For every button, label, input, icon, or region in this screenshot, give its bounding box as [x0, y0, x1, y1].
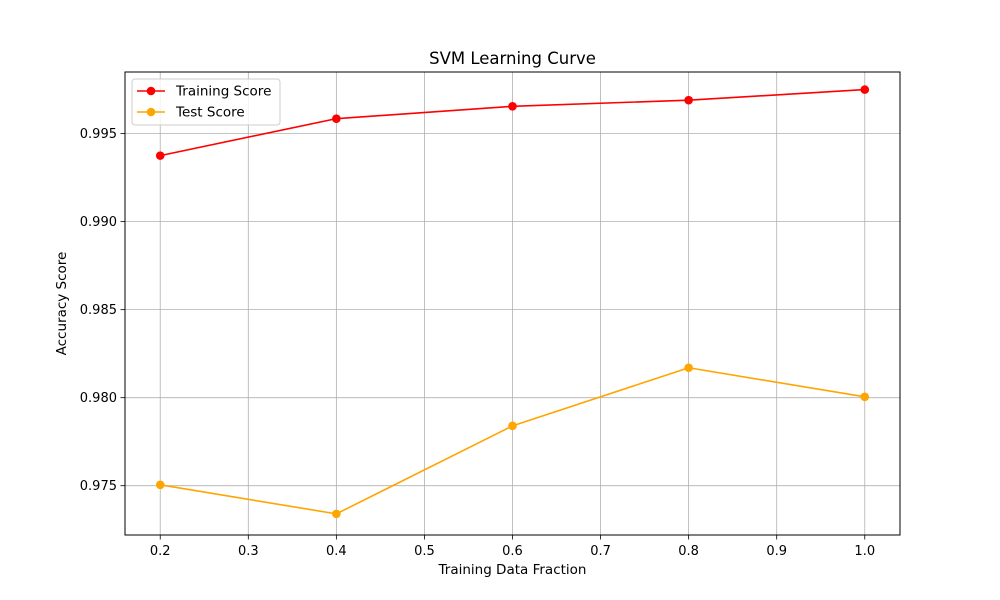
- y-tick-label: 0.975: [80, 479, 117, 494]
- test-score-point: [155, 480, 165, 490]
- series-lines: [155, 85, 870, 519]
- x-tick-label: 0.8: [678, 544, 699, 559]
- y-tick-label: 0.985: [80, 303, 117, 318]
- x-tick-label: 0.9: [766, 544, 787, 559]
- x-tick-label: 0.5: [414, 544, 435, 559]
- x-tick-label: 0.3: [238, 544, 259, 559]
- x-tick-label: 1.0: [854, 544, 875, 559]
- training-score-point: [860, 85, 870, 94]
- chart-title: SVM Learning Curve: [429, 49, 596, 68]
- test-score-point: [508, 421, 517, 431]
- axis-ticks: 0.2 0.3 0.4 0.5 0.6 0.7 0.8 0.9 1.0 0.975 0.980 0.9…: [80, 127, 875, 559]
- legend-test-label: Test Score: [175, 105, 245, 121]
- y-tick-label: 0.980: [80, 391, 117, 406]
- training-score-point: [155, 151, 165, 160]
- legend: Training Score Test Score: [131, 78, 281, 126]
- grid-lines: [125, 72, 900, 535]
- x-tick-label: 0.7: [590, 544, 611, 559]
- training-score-point: [684, 95, 693, 105]
- x-tick-label: 0.6: [502, 544, 523, 559]
- training-score-point: [508, 102, 517, 111]
- legend-test-marker: [146, 107, 156, 117]
- legend-training-marker: [146, 86, 156, 96]
- x-tick-label: 0.2: [150, 544, 171, 559]
- y-tick-label: 0.995: [80, 127, 117, 142]
- legend-training-label: Training Score: [175, 84, 271, 100]
- training-score-point: [332, 114, 341, 123]
- test-score-point: [860, 392, 870, 402]
- x-axis-label: Training Data Fraction: [438, 562, 587, 578]
- test-score-point: [684, 363, 693, 373]
- y-axis-label: Accuracy Score: [54, 252, 70, 356]
- y-tick-label: 0.990: [80, 215, 117, 230]
- x-tick-label: 0.4: [326, 544, 347, 559]
- test-score-point: [332, 509, 341, 519]
- legend-frame: [131, 78, 281, 126]
